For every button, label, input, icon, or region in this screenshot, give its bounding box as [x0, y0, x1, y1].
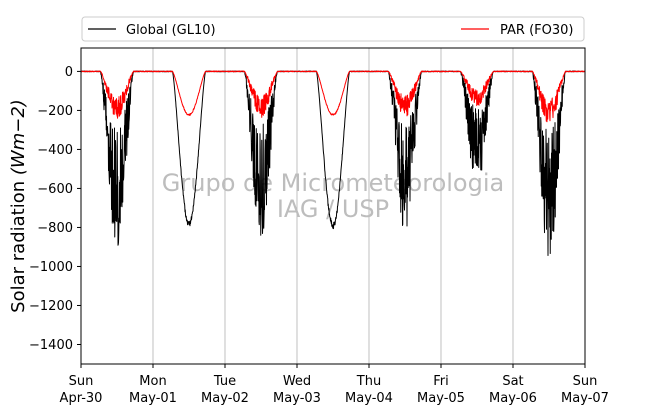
y-tick-label: −1200: [29, 299, 73, 314]
legend-label-par: PAR (FO30): [500, 23, 573, 38]
x-tick-date: May-07: [561, 391, 609, 406]
x-tick-day: Sun: [69, 374, 94, 389]
x-tick-day: Tue: [213, 374, 236, 389]
x-tick-day: Mon: [139, 374, 166, 389]
legend-frame: [81, 16, 585, 42]
y-axis-label: Solar radiation (Wm−2): [8, 99, 29, 313]
x-tick-date: May-05: [417, 391, 465, 406]
legend: Global (GL10) PAR (FO30): [81, 16, 585, 42]
watermark: Grupo de Micrometeorologia IAG / USP: [162, 169, 504, 223]
series-line-par: [80, 70, 586, 123]
y-axis: 0 −200 −400 −600 −800 −1000 −1200 −1400: [29, 65, 81, 353]
x-tick-day: Sun: [573, 374, 598, 389]
y-tick-label: 0: [65, 65, 73, 80]
watermark-line-1: Grupo de Micrometeorologia: [162, 169, 504, 197]
x-tick-date: May-03: [273, 391, 321, 406]
x-tick-day: Fri: [433, 374, 449, 389]
x-tick-date: May-02: [201, 391, 249, 406]
y-tick-label: −400: [37, 143, 73, 158]
grid-lines: [152, 48, 514, 364]
x-tick-date: Apr-30: [60, 391, 103, 406]
x-tick-day: Wed: [283, 374, 311, 389]
y-tick-label: −600: [37, 182, 73, 197]
plot-frame: [80, 47, 586, 365]
x-axis: Sun Apr-30 Mon May-01 Tue May-02 Wed May-03 Thu M…: [60, 364, 609, 406]
y-tick-label: −1400: [29, 338, 73, 353]
legend-label-global: Global (GL10): [126, 23, 216, 38]
x-tick-day: Thu: [356, 374, 381, 389]
data-series: [80, 70, 586, 257]
y-tick-label: −200: [37, 104, 73, 119]
y-tick-label: −800: [37, 221, 73, 236]
watermark-line-2: IAG / USP: [277, 195, 389, 223]
y-tick-label: −1000: [29, 260, 73, 275]
x-tick-date: May-04: [345, 391, 393, 406]
x-tick-date: May-01: [129, 391, 177, 406]
x-tick-day: Sat: [502, 374, 523, 389]
x-tick-date: May-06: [489, 391, 537, 406]
